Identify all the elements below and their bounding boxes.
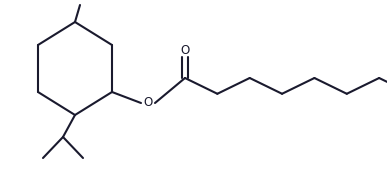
Text: O: O — [180, 44, 190, 57]
Text: O: O — [143, 97, 152, 110]
